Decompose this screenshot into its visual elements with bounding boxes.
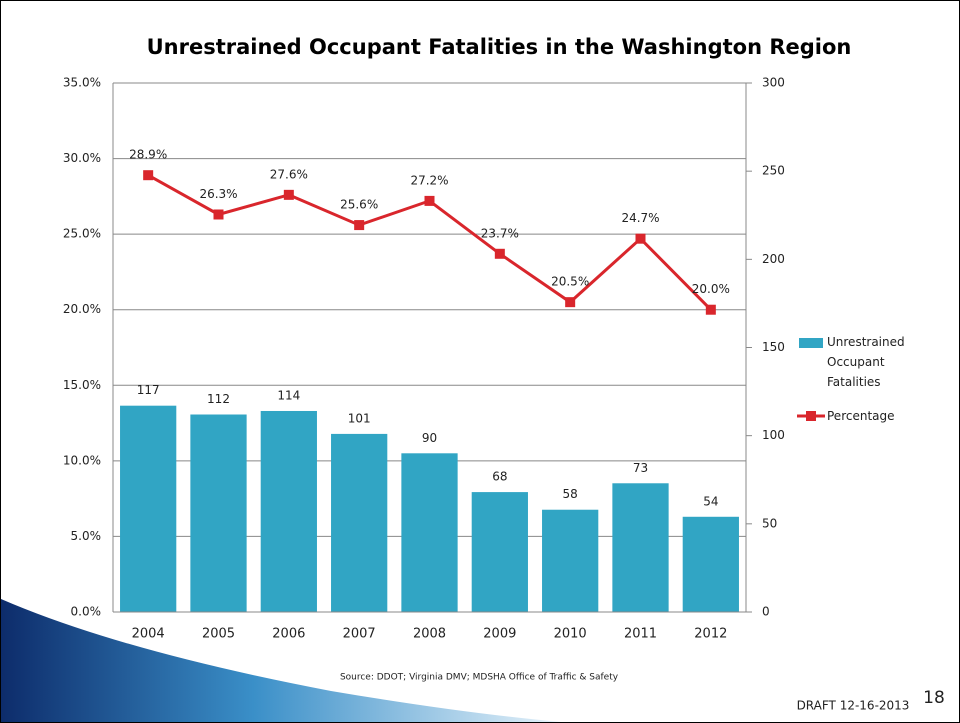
y2-tick-label: 0 (762, 605, 770, 619)
x-tick-label: 2005 (202, 627, 235, 642)
bar-value-label: 68 (492, 470, 507, 484)
x-tick-label: 2008 (413, 627, 446, 642)
bar (190, 415, 246, 612)
y2-tick-label: 150 (762, 340, 785, 354)
x-tick-label: 2010 (554, 627, 587, 642)
y-tick-label: 20.0% (63, 302, 101, 316)
y2-tick-label: 300 (762, 76, 785, 90)
legend-bar-swatch (799, 338, 823, 348)
x-tick-label: 2004 (132, 627, 165, 642)
bar (401, 453, 457, 612)
line-value-label: 27.2% (410, 173, 448, 187)
line-value-label: 27.6% (270, 167, 308, 181)
line-value-label: 23.7% (481, 226, 519, 240)
bar (261, 411, 317, 612)
x-tick-label: 2006 (272, 627, 305, 642)
legend-line-marker (806, 411, 816, 421)
line-value-label: 20.0% (692, 282, 730, 296)
line-marker (284, 190, 294, 200)
line-marker (143, 170, 153, 180)
source-note: Source: DDOT; Virginia DMV; MDSHA Office… (340, 673, 619, 683)
line-marker (636, 234, 646, 244)
line-value-label: 28.9% (129, 148, 167, 162)
x-tick-label: 2007 (343, 627, 376, 642)
bar (612, 483, 668, 612)
bar-value-label: 114 (277, 388, 300, 402)
bar-value-label: 90 (422, 431, 437, 445)
line-marker (354, 220, 364, 230)
legend-line-label: Percentage (827, 406, 895, 426)
bar-value-label: 101 (348, 411, 371, 425)
line-marker (214, 209, 224, 219)
bar (472, 492, 528, 612)
y-tick-label: 30.0% (63, 151, 101, 165)
bar (331, 434, 387, 612)
bar-value-label: 112 (207, 392, 230, 406)
y2-tick-label: 250 (762, 164, 785, 178)
line-value-label: 25.6% (340, 198, 378, 212)
bar (120, 406, 176, 612)
legend-bar-label: Unrestrained Occupant Fatalities (827, 332, 927, 392)
chart-title: Unrestrained Occupant Fatalities in the … (147, 35, 852, 59)
line-value-label: 26.3% (199, 187, 237, 201)
line-value-label: 20.5% (551, 275, 589, 289)
bar (542, 510, 598, 612)
x-tick-label: 2011 (624, 627, 657, 642)
line-marker (706, 305, 716, 315)
y-tick-label: 25.0% (63, 227, 101, 241)
line-marker (425, 196, 435, 206)
bar (683, 517, 739, 612)
x-tick-label: 2009 (483, 627, 516, 642)
page-number: 18 (923, 688, 945, 708)
y-tick-label: 0.0% (71, 605, 102, 619)
slide: Unrestrained Occupant Fatalities in the … (0, 0, 960, 723)
y-tick-label: 15.0% (63, 378, 101, 392)
draft-label: DRAFT 12-16-2013 (797, 699, 910, 713)
y2-tick-label: 200 (762, 252, 785, 266)
y-tick-label: 35.0% (63, 76, 101, 90)
x-tick-label: 2012 (694, 627, 727, 642)
y-tick-label: 5.0% (71, 529, 102, 543)
bar-value-label: 58 (563, 487, 578, 501)
y2-tick-label: 100 (762, 428, 785, 442)
line-marker (495, 249, 505, 259)
line-value-label: 24.7% (621, 211, 659, 225)
bar-value-label: 54 (703, 494, 718, 508)
chart: Unrestrained Occupant Fatalities in the … (1, 1, 959, 722)
bar-value-label: 117 (137, 383, 160, 397)
y-tick-label: 10.0% (63, 453, 101, 467)
y2-tick-label: 50 (762, 516, 777, 530)
line-marker (565, 297, 575, 307)
bar-value-label: 73 (633, 461, 648, 475)
